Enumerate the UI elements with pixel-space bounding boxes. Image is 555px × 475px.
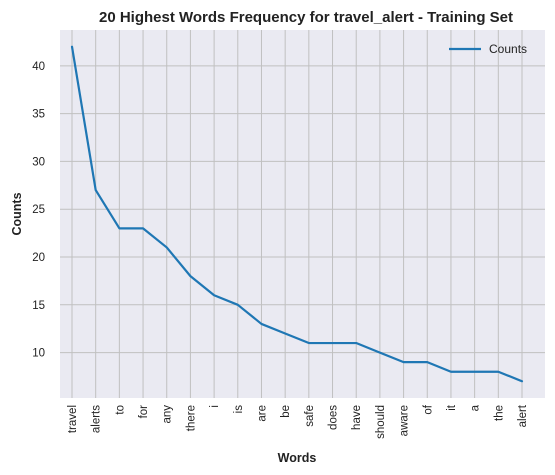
- y-axis-label: Counts: [10, 192, 24, 235]
- x-tick-label: it: [446, 404, 458, 411]
- chart-title: 20 Highest Words Frequency for travel_al…: [99, 9, 513, 26]
- y-tick-label: 40: [32, 61, 45, 73]
- x-tick-label: safe: [304, 405, 316, 427]
- y-tick-label: 10: [32, 348, 45, 360]
- x-tick-label: is: [233, 405, 245, 414]
- x-tick-label: to: [114, 405, 126, 415]
- x-tick-label: of: [422, 404, 434, 414]
- x-axis-label: Words: [278, 451, 317, 465]
- x-tick-label: have: [351, 405, 363, 430]
- x-tick-label: should: [375, 405, 387, 439]
- x-tick-label: are: [256, 405, 268, 422]
- x-tick-label: alerts: [91, 405, 103, 433]
- plot-area: [60, 30, 545, 398]
- x-tick-label: does: [328, 405, 340, 430]
- legend-label: Counts: [489, 42, 527, 56]
- x-tick-label: for: [138, 405, 150, 419]
- x-tick-label: a: [470, 404, 482, 411]
- y-tick-label: 35: [32, 109, 45, 121]
- y-tick-label: 25: [32, 204, 45, 216]
- x-tick-label: the: [493, 405, 505, 421]
- x-tick-label: there: [185, 405, 197, 431]
- y-tick-label: 20: [32, 252, 45, 264]
- x-tick-label: i: [209, 405, 221, 408]
- x-tick-label: be: [280, 405, 292, 418]
- y-tick-label: 30: [32, 156, 45, 168]
- x-tick-label: alert: [517, 404, 529, 427]
- x-tick-label: aware: [399, 405, 411, 436]
- y-tick-label: 15: [32, 300, 45, 312]
- x-tick-label: travel: [67, 405, 79, 433]
- x-tick-label: any: [162, 405, 174, 424]
